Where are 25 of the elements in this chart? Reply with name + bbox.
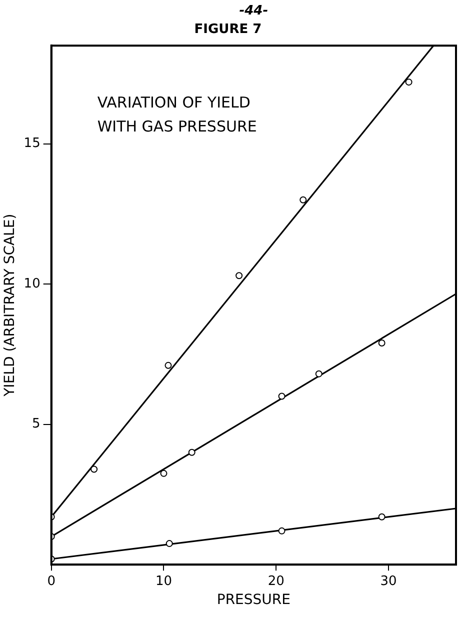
point: [300, 196, 307, 204]
y-tick-label: 10: [24, 276, 40, 292]
y-tick-label: 15: [24, 136, 40, 152]
y-axis-title: YIELD (ARBITRARY SCALE): [2, 214, 18, 398]
x-tick-label: 30: [380, 574, 397, 589]
point: [188, 448, 196, 456]
point: [378, 339, 386, 346]
point: [315, 370, 322, 378]
x-tick-label: 10: [155, 574, 172, 589]
x-axis-title: PRESSURE: [216, 592, 290, 608]
point: [405, 78, 412, 86]
point: [166, 540, 173, 548]
chart-title: FIGURE 7: [194, 22, 262, 38]
point: [164, 362, 172, 369]
point: [278, 392, 286, 400]
point: [90, 466, 98, 473]
annotation: VARIATION OF YIELD WITH GAS PRESSURE: [97, 93, 257, 136]
point: [378, 513, 386, 520]
text: -44-: [239, 3, 268, 18]
point: [278, 527, 286, 534]
point: [236, 272, 243, 280]
point: [160, 470, 168, 477]
x-tick-label: 0: [47, 574, 56, 589]
y-tick-label: 5: [32, 416, 40, 432]
x-tick-label: 20: [268, 574, 284, 589]
